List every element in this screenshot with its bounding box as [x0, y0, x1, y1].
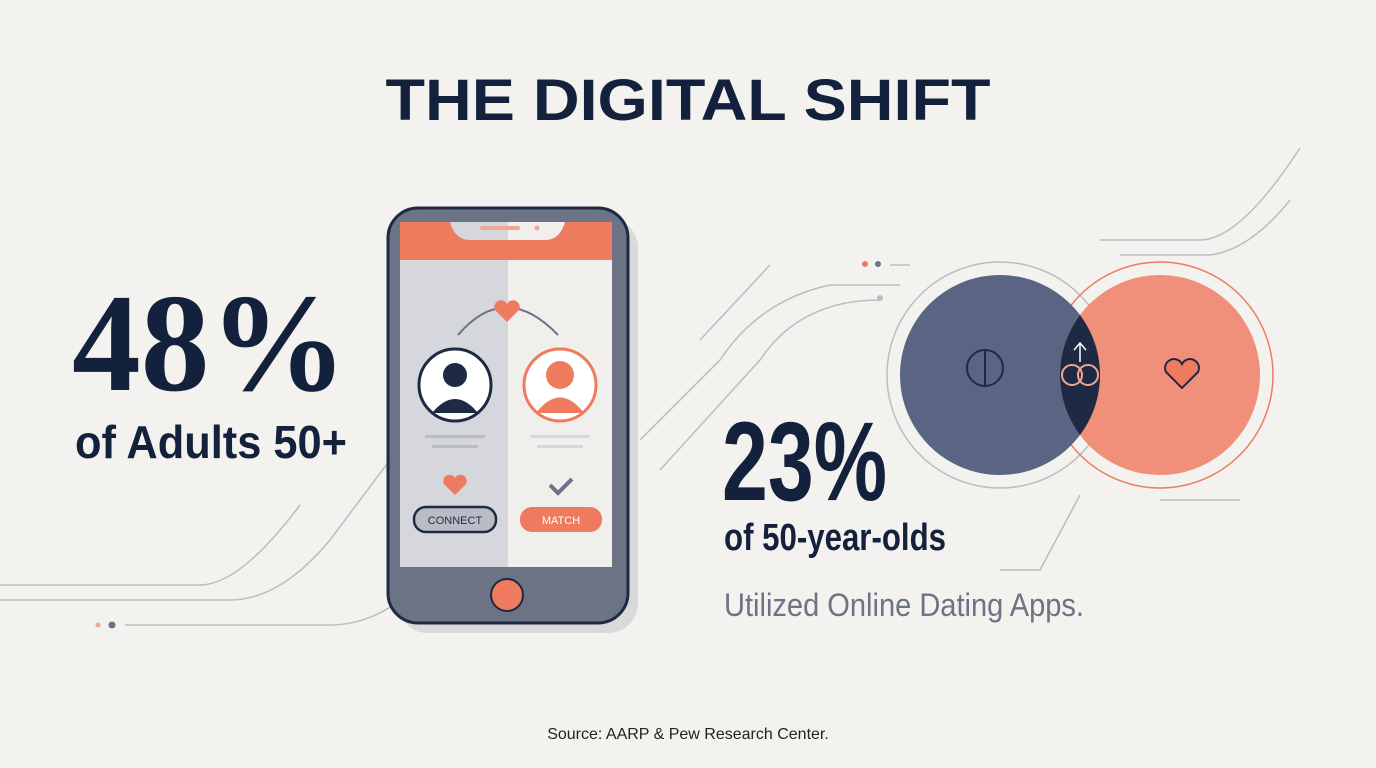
- dot: [877, 295, 883, 301]
- stat-label: of 50-year-olds: [724, 517, 946, 559]
- dot: [862, 261, 868, 267]
- title: THE DIGITAL SHIFT: [386, 68, 991, 133]
- phone: [386, 206, 638, 633]
- connect-button[interactable]: CONNECT: [428, 515, 483, 527]
- match-button[interactable]: MATCH: [542, 515, 580, 527]
- stat-value: 23%: [722, 399, 887, 524]
- stat-label: of Adults 50+: [75, 416, 347, 468]
- stat-value: 48%: [72, 266, 347, 421]
- dot: [875, 261, 881, 267]
- caption: Utilized Online Dating Apps.: [724, 587, 1084, 623]
- venn: [886, 261, 1274, 489]
- dot: [95, 622, 101, 628]
- dot: [108, 621, 116, 629]
- source: Source: AARP & Pew Research Center.: [547, 726, 829, 743]
- decor-lines: [0, 147, 1301, 626]
